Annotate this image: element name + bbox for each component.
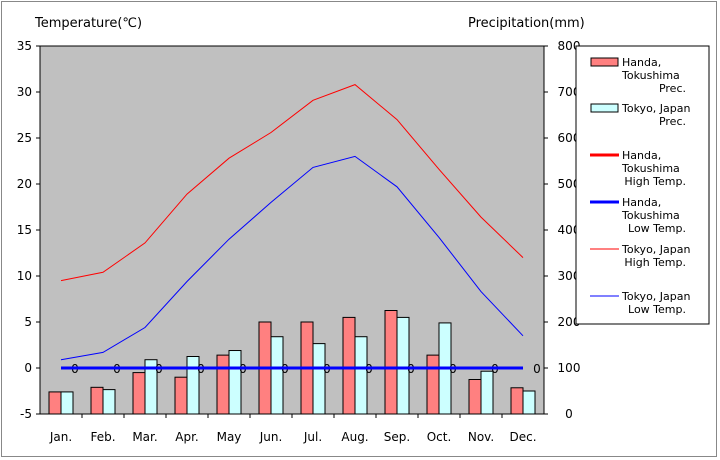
handa-prec-bar (90, 386, 104, 415)
handa-prec-bar (174, 376, 188, 415)
legend-label: Tokyo, Japan (621, 102, 690, 115)
handa-prec-bar (216, 354, 230, 415)
handa-prec-bar (342, 316, 356, 415)
month-label: Mar. (132, 430, 157, 444)
legend-label: Tokushima (621, 209, 680, 222)
right-axis-title: Precipitation(mm) (468, 16, 585, 31)
handa-prec-bar (384, 310, 398, 415)
temp-tick-label: 10 (17, 269, 32, 283)
temp-tick-label: -5 (20, 407, 32, 421)
month-label: Aug. (341, 430, 368, 444)
prec-tick-label: 300 (558, 269, 581, 283)
tokyo-prec-bar (228, 350, 242, 415)
prec-tick-label: 200 (558, 315, 581, 329)
tokyo-prec-bar (60, 391, 74, 415)
tokyo-high-temp-line (60, 84, 524, 282)
legend-label: Tokushima (621, 69, 680, 82)
handa-high-temp-value-label: 0 (533, 362, 541, 376)
plot-area (40, 46, 544, 414)
legend-label: Tokyo, Japan (621, 290, 690, 303)
legend-label: Handa, (622, 196, 661, 209)
left-axis-title: Temperature(℃) (34, 16, 142, 31)
legend-label: Handa, (622, 149, 661, 162)
month-label: Feb. (90, 430, 115, 444)
prec-tick-label: 500 (558, 177, 581, 191)
legend-label: Tokyo, Japan (621, 243, 690, 256)
temp-tick-label: 20 (17, 177, 32, 191)
prec-tick-label: 0 (565, 407, 573, 421)
month-label: Nov. (468, 430, 494, 444)
month-label: Jan. (49, 430, 72, 444)
handa-prec-bar (48, 391, 62, 415)
legend-label: Prec. (659, 82, 686, 95)
legend-label: Tokushima (621, 162, 680, 175)
legend-label: Prec. (659, 115, 686, 128)
tokyo-low-temp-line (60, 155, 524, 361)
temp-tick-label: 35 (17, 39, 32, 53)
month-label: Oct. (427, 430, 452, 444)
handa-prec-bar (468, 379, 482, 415)
temp-tick-label: 25 (17, 131, 32, 145)
tokyo-prec-bar (312, 343, 326, 415)
month-label: May (217, 430, 242, 444)
handa-prec-bar (132, 372, 146, 415)
prec-tick-label: 600 (558, 131, 581, 145)
legend-label: Low Temp. (628, 303, 686, 316)
legend-swatch (590, 57, 619, 67)
legend-label: High Temp. (624, 256, 686, 269)
prec-tick-label: 800 (558, 39, 581, 53)
tokyo-prec-bar (522, 390, 536, 415)
tokyo-prec-bar (102, 389, 116, 415)
temp-tick-label: 0 (24, 361, 32, 375)
legend-label: High Temp. (624, 175, 686, 188)
temp-tick-label: 30 (17, 85, 32, 99)
prec-tick-label: 700 (558, 85, 581, 99)
month-label: Jun. (259, 430, 283, 444)
handa-prec-bar (426, 354, 440, 415)
legend-box (575, 45, 710, 325)
temp-tick-label: 5 (24, 315, 32, 329)
month-label: Sep. (384, 430, 410, 444)
month-label: Dec. (509, 430, 536, 444)
legend-label: Handa, (622, 56, 661, 69)
prec-tick-label: 100 (558, 361, 581, 375)
month-label: Jul. (303, 430, 322, 444)
temp-tick-label: 15 (17, 223, 32, 237)
tokyo-prec-bar (480, 370, 494, 415)
handa-prec-bar (510, 387, 524, 415)
legend-swatch (590, 103, 619, 113)
legend-label: Low Temp. (628, 222, 686, 235)
prec-tick-label: 400 (558, 223, 581, 237)
month-label: Apr. (175, 430, 198, 444)
